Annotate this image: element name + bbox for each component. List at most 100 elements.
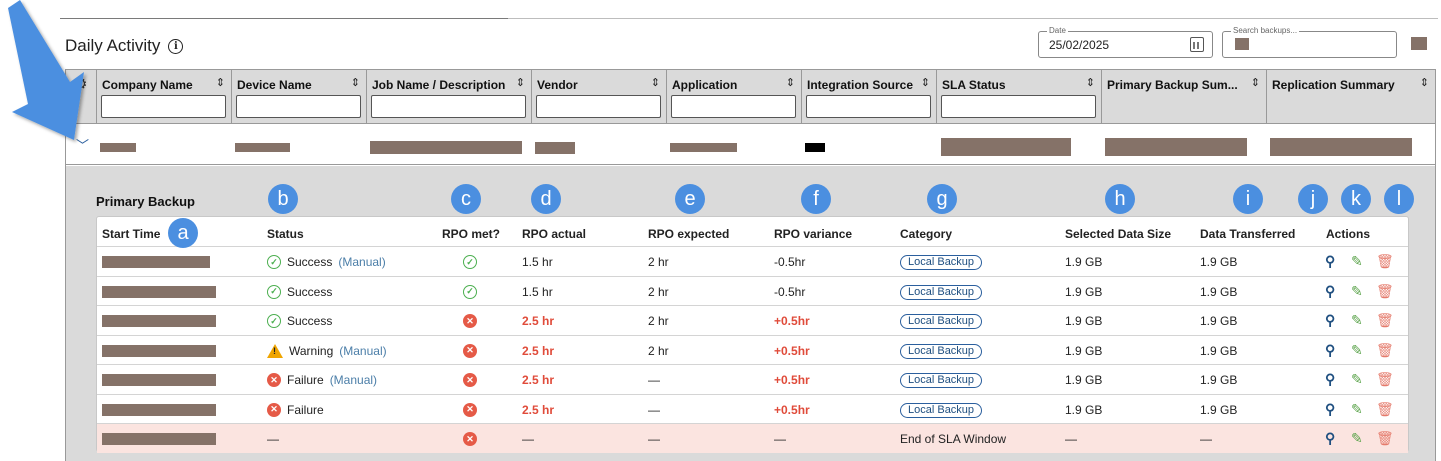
edit-icon[interactable]: ✎ xyxy=(1351,400,1363,417)
rpo-actual-cell: 2.5 hr xyxy=(522,373,555,387)
status-cell: ✓ Success xyxy=(267,314,332,328)
category-badge: Local Backup xyxy=(900,402,983,418)
column-filter-input[interactable] xyxy=(101,95,226,118)
sort-icon[interactable]: ⇕ xyxy=(920,77,930,89)
check-circle-icon: ✓ xyxy=(463,255,477,269)
column-company-name: Company Name ⇕ xyxy=(96,70,231,124)
category-badge: End of SLA Window xyxy=(900,432,1007,446)
callout-b: b xyxy=(268,184,298,214)
selected-size-cell: — xyxy=(1065,432,1077,446)
sort-icon[interactable]: ⇕ xyxy=(515,77,525,89)
calendar-icon[interactable] xyxy=(1190,37,1204,52)
trash-icon[interactable]: 🗑 xyxy=(1376,400,1394,417)
header-rpo-expected[interactable]: RPO expected xyxy=(648,227,730,241)
search-field[interactable]: Search backups... xyxy=(1222,26,1397,58)
column-title[interactable]: Primary Backup Sum... xyxy=(1107,78,1238,92)
column-title[interactable]: Company Name xyxy=(102,78,193,92)
summary-row[interactable]: ﹀ xyxy=(66,125,1435,165)
search-icon[interactable]: ⚲ xyxy=(1325,282,1336,299)
trash-icon[interactable]: 🗑 xyxy=(1376,282,1394,299)
column-filter-input[interactable] xyxy=(236,95,361,118)
table-row[interactable]: ✓ Success (Manual) ✓ 1.5 hr 2 hr -0.5hr Local B… xyxy=(97,246,1408,276)
edit-icon[interactable]: ✎ xyxy=(1351,430,1363,446)
trash-icon[interactable]: 🗑 xyxy=(1376,430,1394,446)
search-icon[interactable]: ⚲ xyxy=(1325,430,1336,446)
column-integration-source: Integration Source ⇕ xyxy=(801,70,936,124)
rpo-expected-cell: — xyxy=(648,432,660,446)
header-status[interactable]: Status xyxy=(267,227,304,241)
info-icon[interactable]: i xyxy=(168,38,184,54)
column-title[interactable]: Device Name xyxy=(237,78,312,92)
rpo-actual-cell: — xyxy=(522,432,534,446)
sort-icon[interactable]: ⇕ xyxy=(350,77,360,89)
table-row[interactable]: ✓ Success ✕ 2.5 hr 2 hr +0.5hr Local Backup 1.9… xyxy=(97,305,1408,335)
grid-header: ⚙ Company Name⇕Device Name⇕Job Name / De… xyxy=(66,70,1435,124)
callout-e: e xyxy=(675,184,705,214)
error-circle-icon: ✕ xyxy=(267,373,281,387)
trash-icon[interactable]: 🗑 xyxy=(1376,341,1394,358)
category-cell: End of SLA Window xyxy=(900,432,1006,446)
header-selected-size[interactable]: Selected Data Size xyxy=(1065,227,1172,241)
check-circle-icon: ✓ xyxy=(267,284,281,299)
redacted-company xyxy=(100,143,136,152)
column-filter-input[interactable] xyxy=(941,95,1096,118)
column-primary-backup-summary: Primary Backup Sum... ⇕ xyxy=(1101,70,1266,124)
status-text: Failure xyxy=(287,373,324,387)
column-title[interactable]: Job Name / Description xyxy=(372,78,506,92)
edit-icon[interactable]: ✎ xyxy=(1351,371,1363,387)
rpo-met-cell: ✕ xyxy=(463,402,477,417)
column-filter-input[interactable] xyxy=(536,95,661,118)
column-filter-input[interactable] xyxy=(806,95,931,118)
edit-icon[interactable]: ✎ xyxy=(1351,282,1363,299)
sort-icon[interactable]: ⇕ xyxy=(1085,77,1095,89)
header-rpo-variance[interactable]: RPO variance xyxy=(774,227,853,241)
column-title[interactable]: Application xyxy=(672,78,738,92)
status-cell: ✓ Success (Manual) xyxy=(267,255,386,269)
redacted-toolbar-button[interactable] xyxy=(1411,37,1427,50)
category-badge: Local Backup xyxy=(900,314,983,329)
search-icon[interactable]: ⚲ xyxy=(1325,253,1336,269)
column-filter-input[interactable] xyxy=(671,95,796,118)
rpo-variance-cell: — xyxy=(774,432,786,446)
redacted-vendor xyxy=(535,142,575,154)
rpo-met-cell: ✓ xyxy=(463,255,477,269)
search-icon[interactable]: ⚲ xyxy=(1325,312,1336,328)
table-row[interactable]: ✕ Failure (Manual) ✕ 2.5 hr — +0.5hr Local Back… xyxy=(97,364,1408,394)
header-category[interactable]: Category xyxy=(900,227,953,241)
header-start-time[interactable]: Start Time xyxy=(102,227,161,241)
date-field[interactable]: Date 25/02/2025 xyxy=(1038,26,1213,58)
search-icon[interactable]: ⚲ xyxy=(1325,400,1336,417)
column-title[interactable]: Replication Summary xyxy=(1272,78,1395,92)
trash-icon[interactable]: 🗑 xyxy=(1376,312,1394,328)
sort-icon[interactable]: ⇕ xyxy=(785,77,795,89)
chevron-down-icon[interactable]: ﹀ xyxy=(76,138,90,153)
table-row[interactable]: — ✕ — — — End of SLA Window — — ⚲ ✎ 🗑 xyxy=(97,423,1408,453)
edit-icon[interactable]: ✎ xyxy=(1351,253,1363,269)
date-value[interactable]: 25/02/2025 xyxy=(1049,38,1110,52)
edit-icon[interactable]: ✎ xyxy=(1351,312,1363,328)
column-title[interactable]: SLA Status xyxy=(942,78,1006,92)
selected-size-cell: 1.9 GB xyxy=(1065,343,1103,358)
trash-icon[interactable]: 🗑 xyxy=(1376,371,1394,387)
category-badge: Local Backup xyxy=(900,343,983,359)
sort-icon[interactable]: ⇕ xyxy=(215,77,225,89)
header-rpo-actual[interactable]: RPO actual xyxy=(522,227,587,241)
trash-icon[interactable]: 🗑 xyxy=(1376,253,1394,269)
redacted-application xyxy=(670,143,737,152)
header-rpo-met[interactable]: RPO met? xyxy=(442,227,501,241)
table-row[interactable]: ✓ Success ✓ 1.5 hr 2 hr -0.5hr Local Backup 1.9… xyxy=(97,275,1408,306)
table-row[interactable]: Warning (Manual) ✕ 2.5 hr 2 hr +0.5hr Local Ba… xyxy=(97,334,1408,365)
edit-icon[interactable]: ✎ xyxy=(1351,341,1363,358)
search-icon[interactable]: ⚲ xyxy=(1325,341,1336,358)
search-icon[interactable]: ⚲ xyxy=(1325,371,1336,387)
table-row[interactable]: ✕ Failure ✕ 2.5 hr — +0.5hr Local Backup 1.9 GB… xyxy=(97,393,1408,424)
sort-icon[interactable]: ⇕ xyxy=(1419,77,1429,89)
sort-icon[interactable]: ⇕ xyxy=(1250,77,1260,89)
column-title[interactable]: Integration Source xyxy=(807,78,914,92)
sort-icon[interactable]: ⇕ xyxy=(650,77,660,89)
status-text: Success xyxy=(287,314,333,328)
redacted-job xyxy=(370,141,522,154)
column-filter-input[interactable] xyxy=(371,95,526,118)
column-title[interactable]: Vendor xyxy=(537,78,578,92)
header-data-transferred[interactable]: Data Transferred xyxy=(1200,227,1296,241)
